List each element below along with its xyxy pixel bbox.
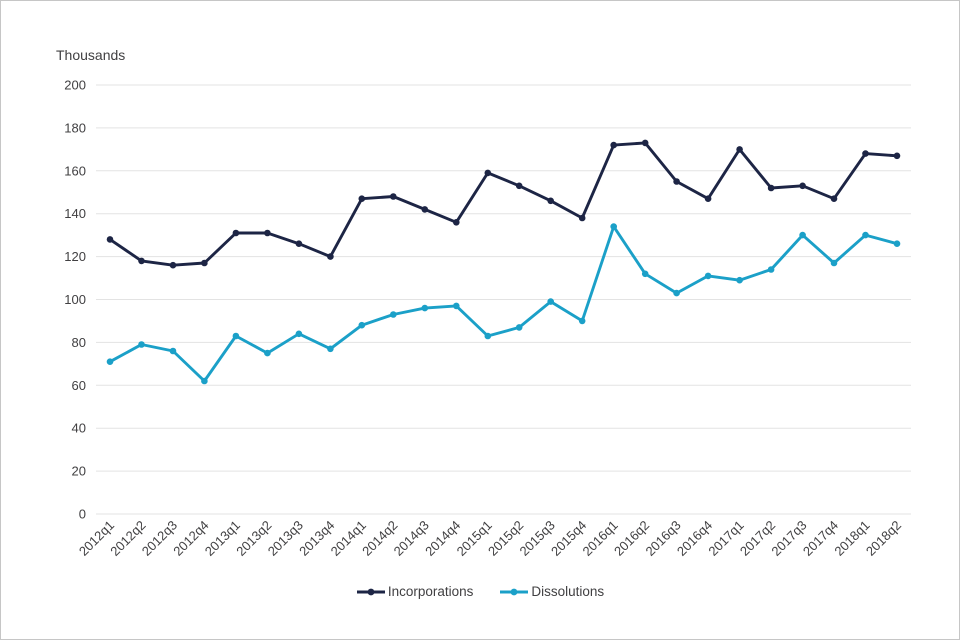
data-point-incorporations-2016q4 (704, 195, 712, 202)
legend-label-dissolutions: Dissolutions (531, 584, 605, 599)
data-point-dissolutions-2013q3 (295, 330, 303, 338)
data-point-incorporations-2015q4 (578, 214, 586, 222)
data-point-dissolutions-2017q1 (736, 276, 743, 284)
data-point-dissolutions-2017q4 (830, 259, 838, 267)
y-axis-title: Thousands (56, 47, 126, 63)
data-point-incorporations-2014q3 (421, 206, 429, 213)
data-point-incorporations-2013q1 (232, 229, 240, 237)
data-point-dissolutions-2018q2 (893, 240, 901, 247)
data-point-dissolutions-2014q1 (358, 321, 366, 329)
data-point-incorporations-2016q3 (673, 178, 680, 185)
data-point-incorporations-2013q2 (264, 229, 271, 237)
data-point-incorporations-2013q4 (327, 253, 334, 260)
data-point-incorporations-2018q2 (893, 152, 901, 160)
data-point-incorporations-2016q2 (641, 139, 649, 147)
data-point-dissolutions-2017q3 (799, 231, 806, 239)
series-line-dissolutions (108, 225, 899, 383)
y-tick-label: 100 (64, 292, 86, 307)
y-tick-label: 120 (64, 249, 86, 264)
data-point-dissolutions-2013q4 (327, 345, 334, 353)
data-point-incorporations-2018q1 (862, 150, 869, 157)
data-point-incorporations-2012q3 (169, 261, 177, 269)
data-point-dissolutions-2014q3 (421, 304, 429, 312)
data-point-dissolutions-2012q4 (201, 377, 208, 385)
data-point-dissolutions-2012q3 (169, 347, 177, 355)
y-tick-label: 60 (72, 378, 86, 393)
y-tick-label: 180 (64, 120, 86, 135)
data-point-incorporations-2017q1 (736, 146, 743, 153)
y-tick-label: 140 (64, 206, 86, 221)
legend-label-incorporations: Incorporations (387, 584, 474, 599)
legend-item-dissolutions: Dissolutions (499, 584, 604, 599)
data-point-incorporations-2015q1 (484, 169, 492, 177)
legend-item-incorporations: Incorporations (356, 584, 474, 599)
data-point-dissolutions-2015q1 (484, 332, 492, 340)
data-point-dissolutions-2018q1 (862, 231, 869, 239)
data-point-dissolutions-2015q2 (515, 324, 523, 331)
data-point-incorporations-2017q2 (767, 184, 775, 192)
data-point-incorporations-2012q1 (106, 236, 114, 243)
data-point-incorporations-2015q2 (515, 182, 523, 190)
y-tick-label: 200 (64, 78, 86, 93)
data-point-incorporations-2017q3 (799, 182, 806, 190)
data-point-dissolutions-2016q4 (704, 272, 712, 280)
y-tick-label: 80 (72, 335, 86, 350)
data-point-dissolutions-2016q2 (641, 270, 649, 278)
data-point-dissolutions-2013q2 (264, 349, 271, 357)
data-point-incorporations-2017q4 (830, 195, 838, 202)
y-tick-label: 0 (79, 507, 86, 522)
data-point-dissolutions-2014q2 (390, 311, 397, 318)
y-tick-label: 160 (64, 163, 86, 178)
data-point-incorporations-2015q3 (547, 197, 554, 205)
data-point-dissolutions-2012q1 (106, 358, 114, 366)
data-point-dissolutions-2017q2 (767, 266, 775, 273)
data-point-incorporations-2014q1 (358, 195, 366, 202)
series-line-incorporations (108, 141, 899, 267)
data-point-incorporations-2012q2 (138, 257, 145, 265)
data-point-dissolutions-2013q1 (232, 332, 240, 340)
dissolutions-line-marker (500, 588, 529, 595)
legend: Incorporations Dissolutions (1, 584, 959, 599)
data-point-dissolutions-2016q1 (610, 223, 617, 230)
incorporations-line-marker (356, 588, 385, 595)
y-tick-label: 20 (72, 464, 86, 479)
data-point-dissolutions-2015q4 (578, 317, 586, 325)
data-point-incorporations-2012q4 (201, 259, 208, 267)
x-tick-label: 2018q2 (863, 518, 904, 559)
data-point-dissolutions-2015q3 (547, 298, 554, 305)
data-point-dissolutions-2014q4 (453, 302, 460, 310)
data-point-incorporations-2016q1 (610, 141, 617, 149)
data-point-incorporations-2013q3 (295, 240, 303, 247)
data-point-dissolutions-2016q3 (673, 289, 680, 297)
data-point-dissolutions-2012q2 (138, 341, 145, 348)
y-tick-label: 40 (72, 421, 86, 436)
data-point-incorporations-2014q2 (390, 193, 397, 200)
data-point-incorporations-2014q4 (453, 219, 460, 226)
